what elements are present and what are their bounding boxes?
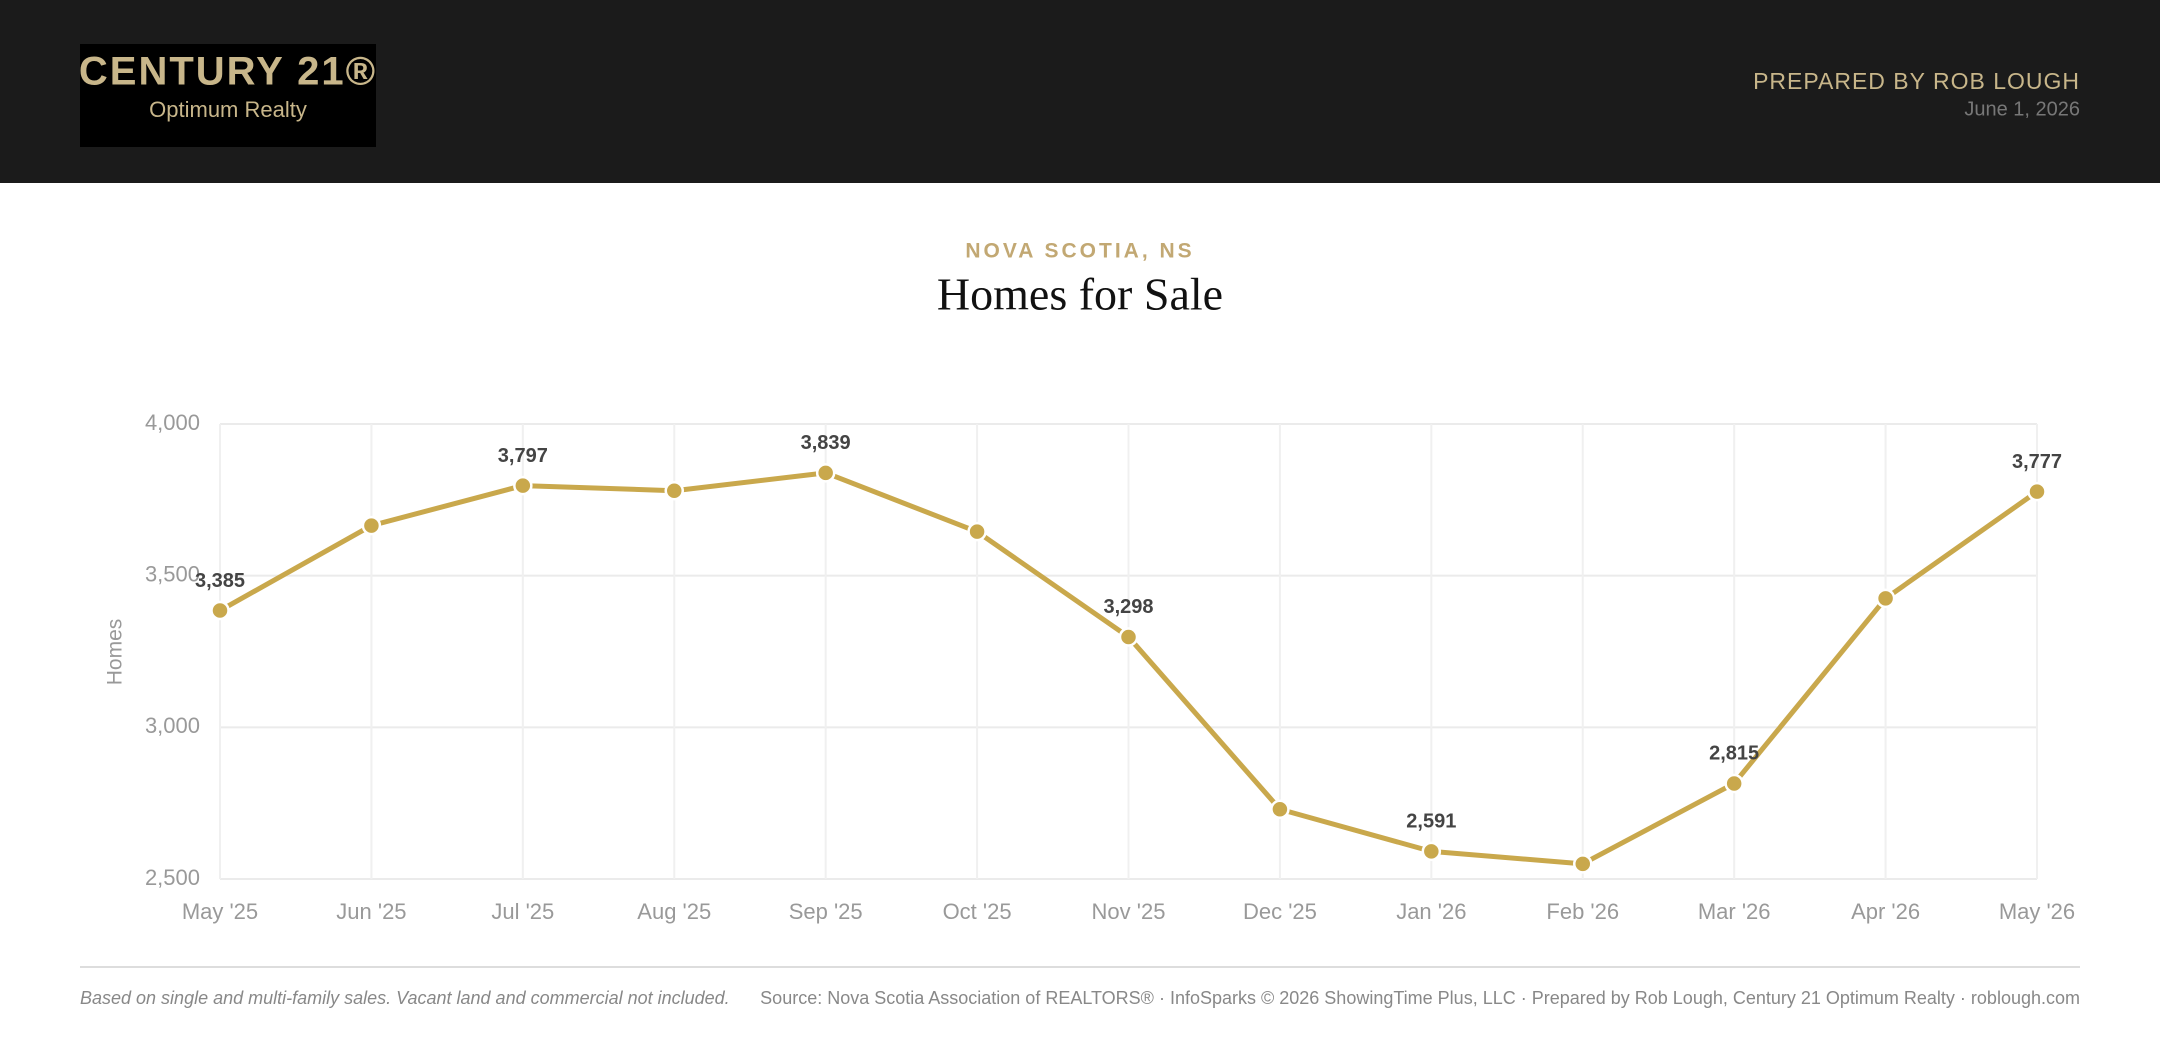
y-tick-label: 4,000 <box>145 410 200 435</box>
data-point <box>664 480 684 501</box>
x-tick-label: Apr '26 <box>1851 899 1920 924</box>
data-point <box>815 463 836 483</box>
data-point <box>210 600 230 621</box>
data-label: 2,815 <box>1709 743 1759 765</box>
chart-subtitle: NOVA SCOTIA, NS <box>965 240 1194 263</box>
data-label: 3,839 <box>801 432 851 454</box>
x-tick-label: Jan '26 <box>1396 899 1466 924</box>
x-tick-label: Mar '26 <box>1698 899 1771 924</box>
report-date: June 1, 2026 <box>1964 98 2080 120</box>
data-point <box>1118 627 1139 647</box>
logo-box <box>80 44 376 147</box>
x-tick-label: Jul '25 <box>491 899 554 924</box>
x-tick-label: Nov '25 <box>1092 899 1166 924</box>
y-tick-label: 2,500 <box>145 865 200 890</box>
x-tick-label: Feb '26 <box>1546 899 1619 924</box>
data-point <box>1270 799 1290 819</box>
y-tick-label: 3,500 <box>145 561 200 586</box>
data-point <box>1573 854 1593 874</box>
data-point <box>967 521 987 542</box>
data-label: 3,797 <box>498 445 548 467</box>
data-point <box>361 515 382 536</box>
data-label: 3,298 <box>1103 596 1153 618</box>
data-point <box>1421 841 1442 862</box>
footer-source: Source: Nova Scotia Association of REALT… <box>760 988 2080 1008</box>
data-point <box>1724 773 1744 794</box>
x-tick-label: Jun '25 <box>336 899 406 924</box>
footer-note: Based on single and multi-family sales. … <box>80 988 730 1008</box>
x-tick-label: Dec '25 <box>1243 899 1317 924</box>
data-point <box>513 475 533 496</box>
y-tick-label: 3,000 <box>145 713 200 738</box>
x-tick-label: May '26 <box>1999 899 2075 924</box>
logo-subtitle: Optimum Realty <box>149 97 307 122</box>
data-label: 3,777 <box>2012 451 2062 473</box>
data-label: 2,591 <box>1406 811 1456 833</box>
data-label: 3,385 <box>195 570 245 592</box>
data-point <box>2027 481 2047 502</box>
x-tick-label: Aug '25 <box>637 899 711 924</box>
x-tick-label: Oct '25 <box>943 899 1012 924</box>
logo-title: CENTURY 21® <box>79 50 377 94</box>
x-tick-label: Sep '25 <box>789 899 863 924</box>
chart-title: Homes for Sale <box>937 269 1223 320</box>
x-tick-label: May '25 <box>182 899 258 924</box>
data-point <box>1875 588 1896 609</box>
y-axis-label: Homes <box>104 619 127 686</box>
prepared-by: PREPARED BY ROB LOUGH <box>1753 68 2080 94</box>
